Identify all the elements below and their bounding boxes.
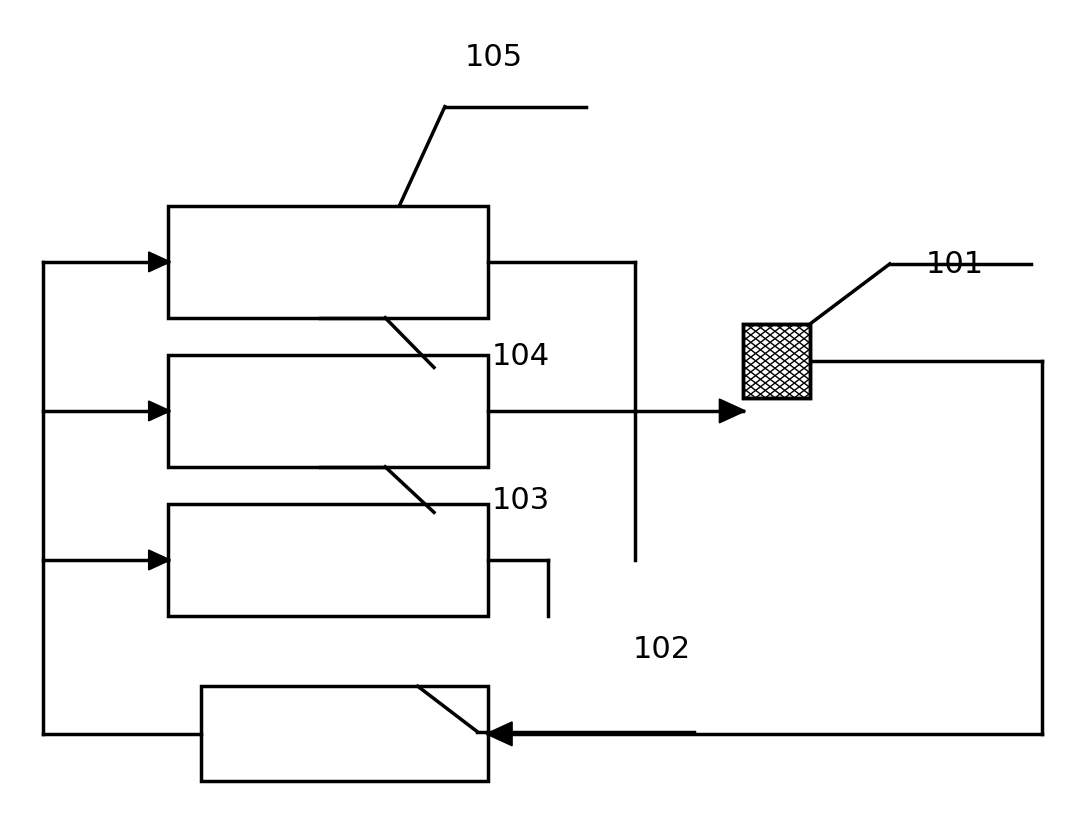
Polygon shape bbox=[149, 253, 170, 273]
Bar bbox=[168, 207, 488, 318]
Bar bbox=[168, 504, 488, 616]
Polygon shape bbox=[149, 402, 170, 422]
Bar bbox=[743, 324, 810, 399]
Text: 101: 101 bbox=[926, 250, 984, 280]
Text: 103: 103 bbox=[492, 485, 550, 515]
Bar bbox=[743, 324, 810, 399]
Polygon shape bbox=[149, 551, 170, 571]
Text: 104: 104 bbox=[492, 341, 550, 370]
Polygon shape bbox=[719, 399, 745, 423]
Polygon shape bbox=[486, 722, 512, 746]
Bar bbox=[168, 356, 488, 467]
Bar bbox=[201, 686, 488, 782]
Text: 102: 102 bbox=[633, 634, 691, 664]
Text: 105: 105 bbox=[464, 43, 523, 73]
